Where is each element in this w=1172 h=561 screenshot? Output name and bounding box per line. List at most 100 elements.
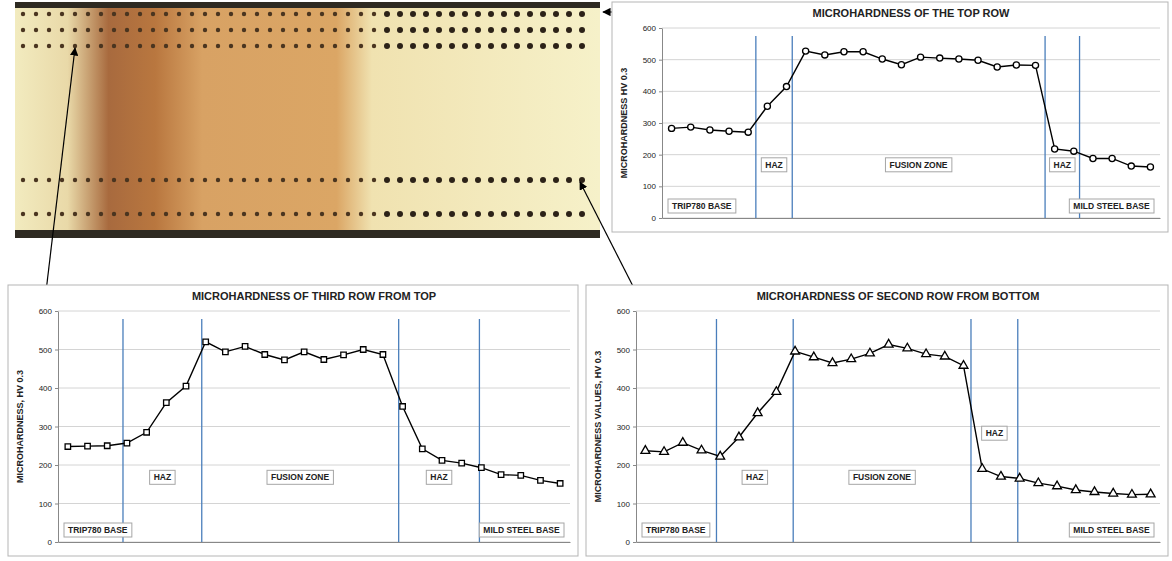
indent-dot xyxy=(436,177,442,183)
indent-dot xyxy=(242,178,246,182)
indent-dot xyxy=(268,44,272,48)
indent-dot xyxy=(462,211,468,217)
grid-line xyxy=(58,465,570,466)
indent-dot xyxy=(177,28,181,32)
indent-dot xyxy=(384,43,390,49)
indent-dot xyxy=(346,28,350,32)
grid-line xyxy=(662,91,1160,92)
indent-dot xyxy=(242,28,246,32)
grid-line xyxy=(636,311,1160,312)
y-tick-label: 300 xyxy=(617,423,631,432)
data-point xyxy=(262,352,267,357)
data-point xyxy=(242,344,247,349)
y-tick-mark xyxy=(633,465,636,466)
zone-boundary xyxy=(716,319,717,542)
data-point xyxy=(420,446,425,451)
zone-label-box xyxy=(150,470,175,484)
grid-line xyxy=(636,388,1160,389)
indent-dot xyxy=(514,11,520,17)
zone-label: HAZ xyxy=(982,426,1007,440)
data-point xyxy=(538,478,543,483)
zone-label: FUSION ZONE xyxy=(267,470,333,484)
indent-dot xyxy=(410,211,416,217)
zone-label-box xyxy=(885,158,951,172)
indent-dot xyxy=(255,178,259,182)
indent-dot xyxy=(307,44,311,48)
grid-line xyxy=(636,465,1160,466)
indent-dot xyxy=(320,28,324,32)
zone-boundary xyxy=(1017,319,1018,542)
indent-dot xyxy=(540,43,546,49)
arrow xyxy=(45,48,75,300)
indent-dot xyxy=(553,27,559,33)
indent-dot xyxy=(177,44,181,48)
indent-dot xyxy=(333,44,337,48)
indent-dot xyxy=(372,44,376,48)
data-point xyxy=(996,471,1005,479)
data-point xyxy=(822,52,828,58)
indent-dot xyxy=(164,44,168,48)
data-point xyxy=(922,349,931,357)
data-point xyxy=(1071,485,1080,493)
x-axis-line xyxy=(59,542,571,543)
data-point xyxy=(1146,489,1155,497)
zone-label-text: TRIP780 BASE xyxy=(646,525,706,535)
indent-dot xyxy=(333,212,337,216)
y-tick-mark xyxy=(633,427,636,428)
indent-dot xyxy=(255,28,259,32)
data-point xyxy=(1147,164,1153,170)
grid-line xyxy=(636,542,1160,543)
indent-dot xyxy=(294,44,298,48)
zone-label: FUSION ZONE xyxy=(885,158,951,172)
y-tick-mark xyxy=(55,542,58,543)
y-axis-line xyxy=(636,312,637,543)
indent-dot xyxy=(86,212,90,216)
zone-boundary xyxy=(122,319,123,542)
zone-label: HAZ xyxy=(150,470,175,484)
indent-dot xyxy=(203,178,207,182)
zone-label: HAZ xyxy=(426,470,451,484)
data-point xyxy=(65,444,70,449)
indent-dot xyxy=(151,12,155,16)
micrograph-edge xyxy=(15,230,600,238)
zone-label-text: HAZ xyxy=(430,472,447,482)
indent-dot xyxy=(553,43,559,49)
indent-dot xyxy=(566,11,572,17)
indent-dot xyxy=(164,12,168,16)
zone-label-box xyxy=(64,523,132,537)
zone-label-box xyxy=(267,470,333,484)
zone-label: MILD STEEL BASE xyxy=(1069,199,1154,213)
indent-dot xyxy=(359,212,363,216)
data-point xyxy=(1128,163,1134,169)
indent-dot xyxy=(566,211,572,217)
indent-dot xyxy=(436,11,442,17)
y-tick-label: 100 xyxy=(39,500,53,509)
indent-dot xyxy=(138,12,142,16)
indent-dot xyxy=(501,211,507,217)
data-point xyxy=(678,438,687,446)
y-tick-label: 600 xyxy=(617,307,631,316)
indent-dot xyxy=(125,12,129,16)
y-tick: 500 xyxy=(643,56,662,65)
indent-dot xyxy=(436,43,442,49)
indent-dot xyxy=(501,43,507,49)
indent-dot xyxy=(125,178,129,182)
zone-label-text: TRIP780 BASE xyxy=(672,201,732,211)
data-point xyxy=(884,339,893,347)
indent-dot xyxy=(112,178,116,182)
indent-dot xyxy=(475,11,481,17)
chart-title: MICROHARDNESS OF THE TOP ROW xyxy=(813,7,1011,19)
y-tick-mark xyxy=(633,504,636,505)
indent-dot xyxy=(359,28,363,32)
indent-dot xyxy=(216,212,220,216)
indent-dot xyxy=(229,28,233,32)
indent-dot xyxy=(307,178,311,182)
indent-dot xyxy=(579,27,585,33)
indent-dot xyxy=(268,178,272,182)
indent-dot xyxy=(397,27,403,33)
y-tick-label: 400 xyxy=(643,87,657,96)
micrograph xyxy=(15,2,600,238)
data-point xyxy=(994,64,1000,70)
data-point xyxy=(716,451,725,459)
grid-line xyxy=(636,503,1160,504)
